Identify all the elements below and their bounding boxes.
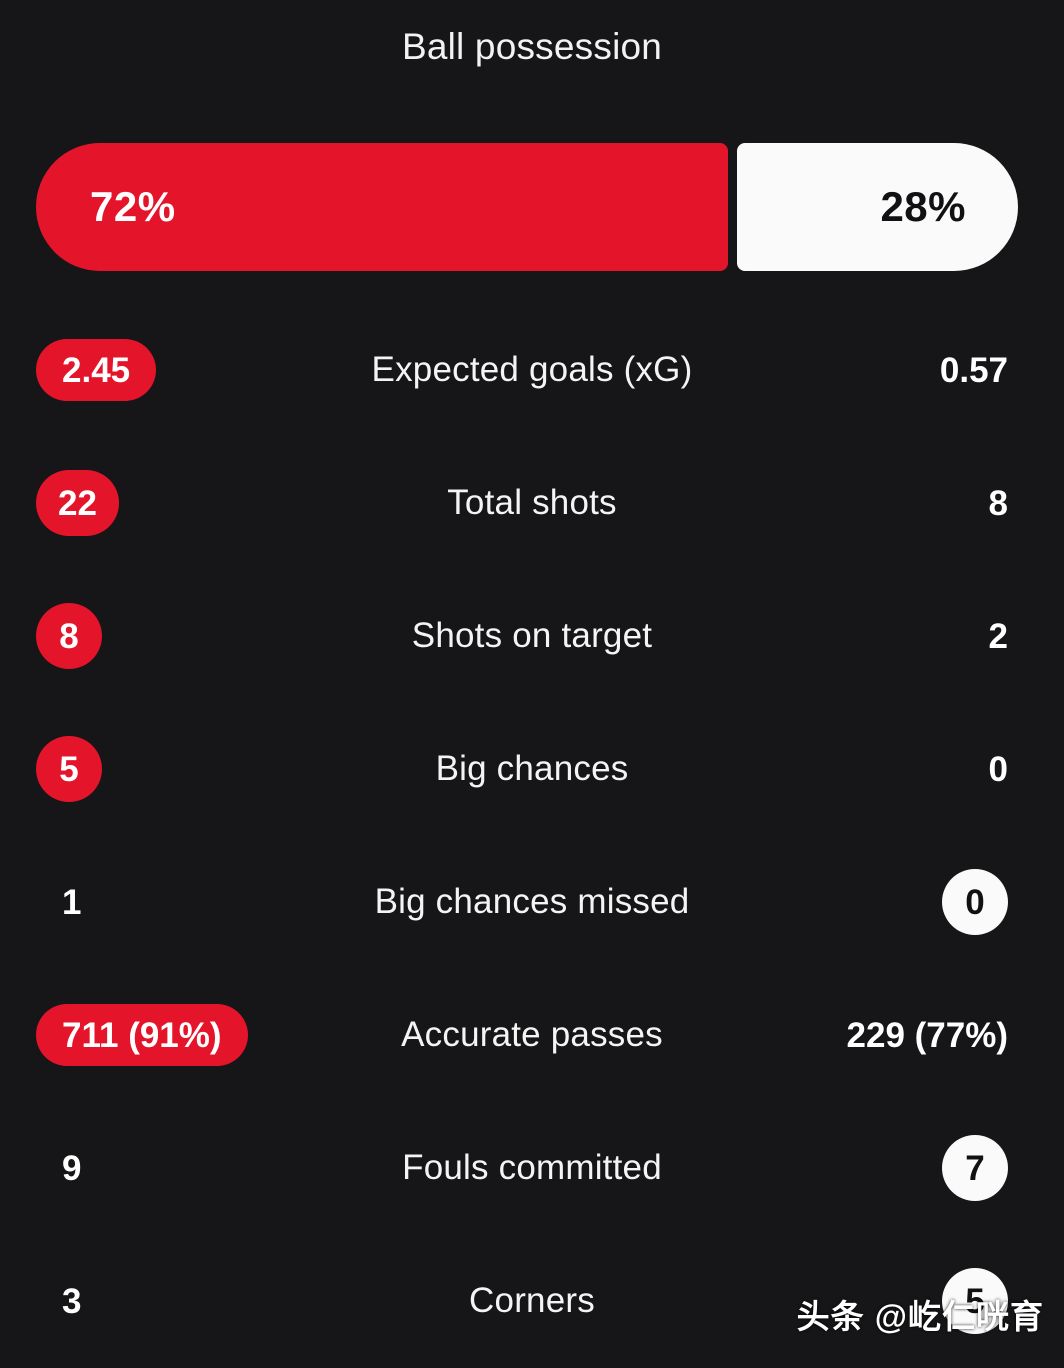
home-value: 3 xyxy=(62,1281,82,1321)
away-side: 0 xyxy=(764,702,1064,836)
away-side: 8 xyxy=(764,436,1064,570)
stat-label: Total shots xyxy=(447,483,617,522)
away-side: 0 xyxy=(764,835,1064,969)
possession-bar: 72% 28% xyxy=(36,143,1018,271)
possession-away-segment: 28% xyxy=(737,143,1018,271)
home-value: 22 xyxy=(36,470,119,536)
home-side: 711 (91%) xyxy=(0,968,300,1102)
home-value: 2.45 xyxy=(36,339,157,401)
stat-row: 22 Total shots 8 xyxy=(0,436,1064,570)
possession-home-value: 72% xyxy=(90,183,176,230)
stat-label: Big chances xyxy=(435,749,629,788)
away-side: 7 xyxy=(764,1101,1064,1235)
away-value: 7 xyxy=(942,1135,1008,1201)
home-value: 8 xyxy=(36,603,102,669)
stat-row: 711 (91%) Accurate passes 229 (77%) xyxy=(0,968,1064,1102)
stat-label: Accurate passes xyxy=(401,1015,663,1054)
away-value: 0 xyxy=(942,869,1008,935)
stat-label: Fouls committed xyxy=(402,1148,662,1187)
away-side: 229 (77%) xyxy=(764,968,1064,1102)
watermark: 头条 @屹仁咣育 xyxy=(796,1298,1044,1335)
home-side: 2.45 xyxy=(0,303,300,437)
away-value: 8 xyxy=(988,483,1008,523)
home-side: 3 xyxy=(0,1234,300,1368)
stat-label: Big chances missed xyxy=(374,882,690,921)
away-side: 5 xyxy=(764,1234,1064,1368)
away-value: 0.57 xyxy=(939,350,1008,390)
stat-label: Expected goals (xG) xyxy=(371,350,693,389)
stat-label: Shots on target xyxy=(411,616,653,655)
home-side: 8 xyxy=(0,569,300,703)
home-side: 9 xyxy=(0,1101,300,1235)
stat-row: 9 Fouls committed 7 xyxy=(0,1101,1064,1235)
possession-away-value: 28% xyxy=(880,183,966,230)
home-value: 711 (91%) xyxy=(36,1004,248,1066)
home-side: 22 xyxy=(0,436,300,570)
away-value: 0 xyxy=(988,749,1008,789)
home-side: 5 xyxy=(0,702,300,836)
possession-home-segment: 72% xyxy=(36,143,728,271)
away-value: 229 (77%) xyxy=(846,1015,1008,1055)
home-value: 9 xyxy=(62,1148,82,1188)
stat-row: 3 Corners 5 xyxy=(0,1234,1064,1368)
away-value: 5 xyxy=(942,1268,1008,1334)
stat-row: 1 Big chances missed 0 xyxy=(0,835,1064,969)
stat-label: Corners xyxy=(469,1281,595,1320)
away-side: 0.57 xyxy=(764,303,1064,437)
home-value: 1 xyxy=(62,882,82,922)
home-value: 5 xyxy=(36,736,102,802)
stat-row: 5 Big chances 0 xyxy=(0,702,1064,836)
stat-row: 8 Shots on target 2 xyxy=(0,569,1064,703)
page-title: Ball possession xyxy=(401,26,663,67)
away-side: 2 xyxy=(764,569,1064,703)
home-side: 1 xyxy=(0,835,300,969)
stat-row: 2.45 Expected goals (xG) 0.57 xyxy=(0,303,1064,437)
away-value: 2 xyxy=(988,616,1008,656)
